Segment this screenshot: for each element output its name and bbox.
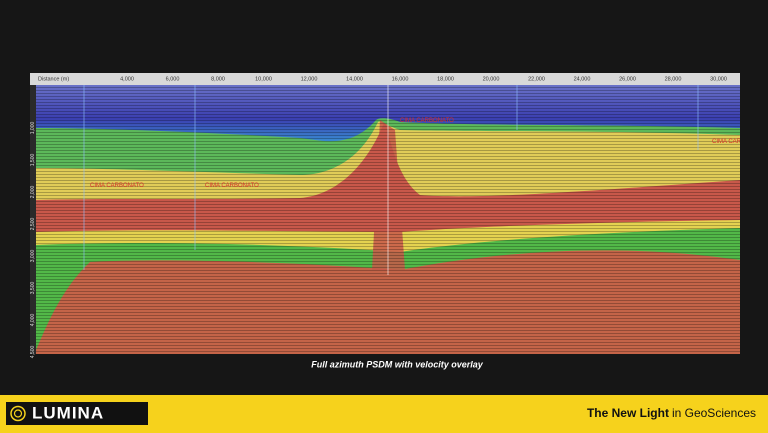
depth-tick-label: 4,500 bbox=[30, 346, 36, 359]
horizon-label: CIMA CARBONATO bbox=[205, 183, 259, 189]
logo-icon bbox=[13, 409, 23, 418]
depth-tick-label: 2,500 bbox=[30, 218, 36, 231]
x-axis-strip bbox=[30, 73, 740, 85]
x-tick-label: 10,000 bbox=[255, 76, 272, 82]
x-tick-label: 24,000 bbox=[574, 76, 591, 82]
tagline-bold: The New Light bbox=[587, 406, 669, 420]
tagline-rest: in GeoSciences bbox=[672, 406, 756, 420]
x-tick-label: 12,000 bbox=[301, 76, 318, 82]
x-tick-label: 8,000 bbox=[211, 76, 225, 82]
x-tick-label: 28,000 bbox=[665, 76, 682, 82]
x-tick-label: 18,000 bbox=[437, 76, 454, 82]
depth-tick-label: 3,000 bbox=[30, 250, 36, 263]
depth-tick-label: 3,500 bbox=[30, 282, 36, 295]
logo-text: LUMINA bbox=[32, 403, 104, 422]
horizon-label: CIMA CARBONATO bbox=[712, 139, 766, 145]
seismic-section bbox=[36, 85, 740, 354]
horizon-label: CIMA CARBONATO bbox=[400, 118, 454, 124]
caption: Full azimuth PSDM with velocity overlay bbox=[311, 359, 484, 369]
x-tick-label: 22,000 bbox=[528, 76, 545, 82]
x-tick-label: 6,000 bbox=[166, 76, 180, 82]
depth-tick-label: 4,000 bbox=[30, 314, 36, 327]
axis-label: Distance (m) bbox=[38, 76, 69, 82]
depth-tick-label: 2,000 bbox=[30, 186, 36, 199]
depth-tick-label: 1,500 bbox=[30, 154, 36, 167]
x-tick-label: 4,000 bbox=[120, 76, 134, 82]
horizon-label: CIMA CARBONATO bbox=[90, 183, 144, 189]
tagline: The New Light in GeoSciences bbox=[587, 406, 756, 420]
x-tick-label: 16,000 bbox=[392, 76, 409, 82]
x-tick-label: 26,000 bbox=[619, 76, 636, 82]
logo-icon bbox=[10, 405, 26, 422]
x-tick-label: 20,000 bbox=[483, 76, 500, 82]
depth-tick-label: 1,000 bbox=[30, 122, 36, 135]
logo-box bbox=[6, 402, 148, 425]
x-tick-label: 14,000 bbox=[346, 76, 363, 82]
y-axis-strip bbox=[30, 85, 36, 354]
x-tick-label: 30,000 bbox=[710, 76, 727, 82]
